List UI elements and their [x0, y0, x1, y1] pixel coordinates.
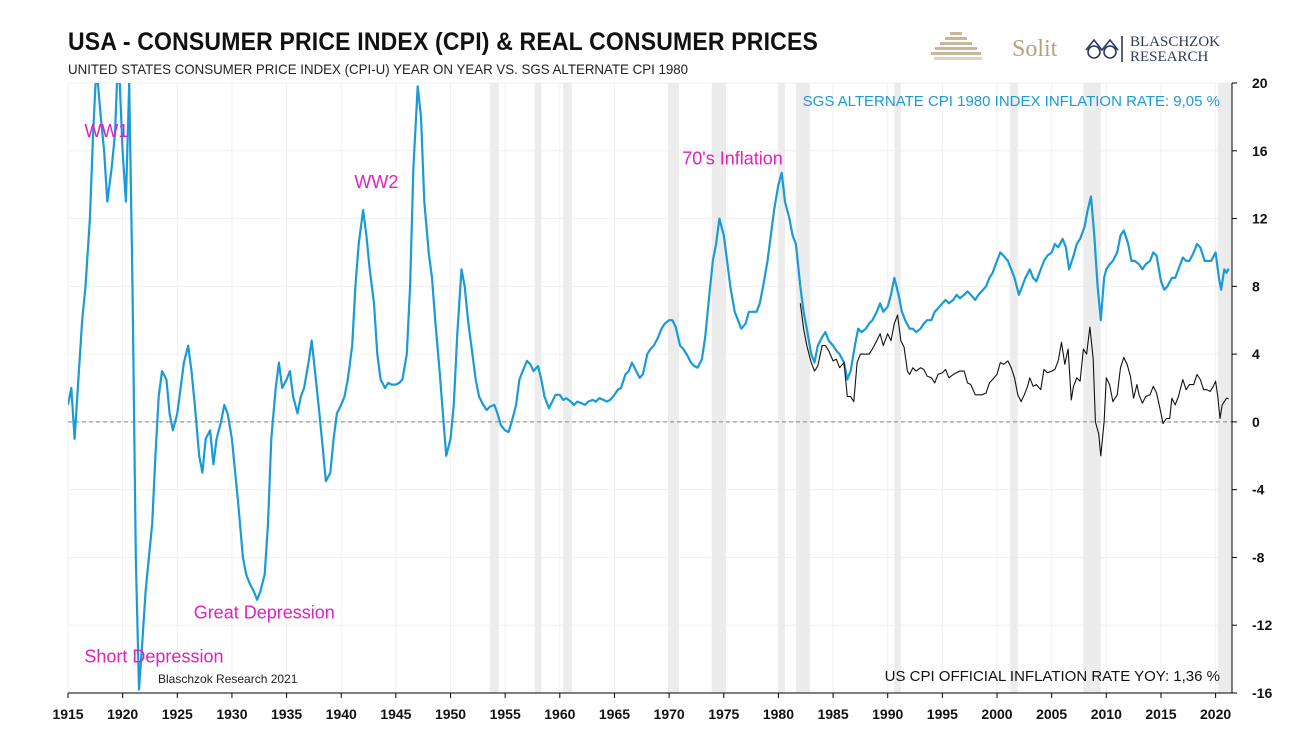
series-layer: [68, 83, 1230, 691]
recession-band: [711, 83, 726, 693]
x-tick-label: 1930: [216, 706, 247, 722]
annotation-label: Great Depression: [194, 602, 335, 622]
recession-band: [1010, 83, 1018, 693]
source-note: Blaschzok Research 2021: [158, 672, 298, 686]
x-tick-label: 1935: [271, 706, 302, 722]
annotation-label: Short Depression: [84, 647, 223, 667]
x-tick-label: 1970: [654, 706, 685, 722]
y-tick-label: -16: [1252, 685, 1272, 701]
recession-band: [894, 83, 901, 693]
y-axis-ticks: 20 16 12 8 4 0 -4 -8 -12 -16: [1232, 75, 1272, 701]
x-tick-label: 2005: [1036, 706, 1067, 722]
recession-bands: [489, 83, 1232, 693]
solit-logo-text: Solit: [1012, 36, 1058, 62]
y-tick-label: -4: [1252, 482, 1265, 498]
annotation-label: WW2: [354, 172, 398, 192]
x-tick-label: 2010: [1091, 706, 1122, 722]
y-tick-label: -12: [1252, 617, 1272, 633]
recession-band: [778, 83, 785, 693]
recession-band: [1217, 83, 1232, 693]
y-tick-label: 20: [1252, 75, 1268, 91]
x-tick-label: 1995: [927, 706, 958, 722]
x-tick-label: 2000: [981, 706, 1012, 722]
recession-band: [795, 83, 811, 693]
x-tick-label: 2015: [1145, 706, 1176, 722]
recession-band: [668, 83, 679, 693]
blaschzok-logo: BLASCHZOK RESEARCH: [1085, 34, 1220, 65]
x-tick-label: 1980: [763, 706, 794, 722]
x-tick-label: 2020: [1200, 706, 1231, 722]
x-tick-label: 1950: [435, 706, 466, 722]
x-tick-label: 1915: [52, 706, 83, 722]
x-tick-label: 1925: [162, 706, 193, 722]
x-tick-label: 1945: [380, 706, 411, 722]
x-tick-label: 1965: [599, 706, 630, 722]
annotation-label: 70's Inflation: [682, 148, 783, 168]
y-tick-label: 0: [1252, 414, 1260, 430]
y-tick-label: 8: [1252, 278, 1260, 294]
y-tick-label: 12: [1252, 211, 1268, 227]
recession-band: [534, 83, 542, 693]
x-tick-label: 1985: [817, 706, 848, 722]
solit-logo: Solit: [931, 32, 1058, 62]
annotation-label: WW1: [84, 121, 128, 141]
y-tick-label: 4: [1252, 346, 1260, 362]
x-tick-label: 1990: [872, 706, 903, 722]
recession-band: [489, 83, 499, 693]
blaschzok-logo-line1: BLASCHZOK: [1130, 34, 1220, 50]
chart-subtitle: UNITED STATES CONSUMER PRICE INDEX (CPI-…: [68, 61, 689, 77]
x-tick-label: 1940: [326, 706, 357, 722]
annotations: WW1 WW2 70's Inflation Great Depression Shor…: [84, 121, 782, 666]
series-line-sgs: [68, 83, 1230, 691]
y-tick-label: 16: [1252, 143, 1268, 159]
legend-official: US CPI OFFICIAL INFLATION RATE YOY: 1,36…: [885, 668, 1220, 685]
x-axis-ticks: 1915 1920 1925 1930 1935 1940 1945 1950 1955 1960…: [52, 693, 1231, 722]
x-tick-label: 1960: [544, 706, 575, 722]
blaschzok-logo-line2: RESEARCH: [1130, 49, 1209, 65]
chart-title: USA - CONSUMER PRICE INDEX (CPI) & REAL …: [68, 28, 819, 56]
recession-band: [563, 83, 572, 693]
series-line-official: [799, 303, 1229, 457]
y-tick-label: -8: [1252, 549, 1265, 565]
x-tick-label: 1955: [490, 706, 521, 722]
legend-sgs: SGS ALTERNATE CPI 1980 INDEX INFLATION R…: [803, 93, 1220, 110]
recession-band: [1083, 83, 1101, 693]
x-tick-label: 1920: [107, 706, 138, 722]
x-tick-label: 1975: [708, 706, 739, 722]
